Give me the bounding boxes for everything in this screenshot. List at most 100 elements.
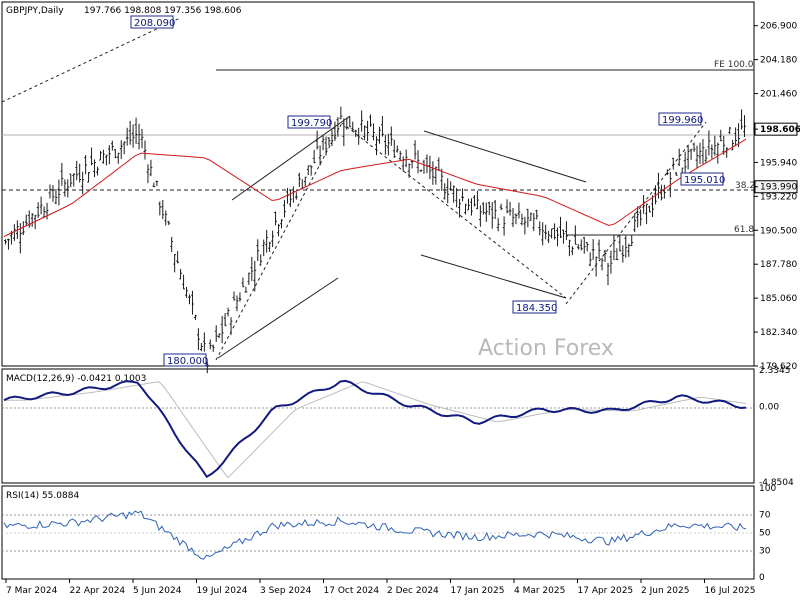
moving-average-line bbox=[3, 138, 747, 237]
rsi-axis-label: 50 bbox=[759, 529, 771, 539]
channel-line-2 bbox=[217, 277, 339, 359]
price-bar bbox=[7, 238, 10, 250]
x-axis-label: 7 Mar 2024 bbox=[6, 586, 58, 596]
price-bar bbox=[214, 325, 218, 342]
price-bar bbox=[740, 109, 743, 130]
price-title: GBPJPY,Daily bbox=[6, 6, 64, 16]
annotation-label-2: 180.000 bbox=[167, 356, 208, 367]
price-bar bbox=[321, 135, 325, 151]
price-bar bbox=[318, 145, 322, 166]
price-bar bbox=[621, 245, 625, 263]
price-bar bbox=[327, 137, 331, 146]
price-bar bbox=[238, 292, 242, 302]
x-axis-label: 5 Jun 2024 bbox=[133, 586, 182, 596]
price-bar bbox=[698, 142, 702, 165]
price-bar bbox=[401, 156, 405, 172]
price-bar bbox=[137, 123, 141, 150]
price-bar bbox=[645, 203, 648, 225]
fib-61-label: 61.8 bbox=[734, 225, 754, 235]
price-bar bbox=[538, 221, 542, 236]
price-bar bbox=[191, 290, 194, 315]
price-bar bbox=[734, 127, 738, 147]
price-bar bbox=[452, 185, 456, 203]
price-axis-label: 193.990 bbox=[760, 183, 797, 193]
price-bar bbox=[609, 250, 613, 274]
channel-line-4 bbox=[420, 254, 567, 299]
price-bar bbox=[683, 151, 687, 174]
price-bars bbox=[4, 106, 746, 374]
x-axis-label: 16 Jul 2025 bbox=[705, 586, 756, 596]
macd-line bbox=[3, 379, 747, 479]
annotation-box-1 bbox=[130, 15, 174, 29]
price-axis-label: 201.460 bbox=[760, 90, 797, 100]
price-bar bbox=[122, 141, 126, 155]
trendline-dashed-3 bbox=[341, 122, 567, 299]
price-bar bbox=[576, 244, 580, 250]
price-bar bbox=[404, 149, 408, 168]
price-bar bbox=[235, 295, 239, 312]
price-bar bbox=[627, 243, 631, 257]
price-bar bbox=[116, 152, 120, 164]
price-bar bbox=[63, 179, 67, 197]
price-bar bbox=[648, 205, 651, 213]
price-bar bbox=[686, 145, 690, 170]
price-bar bbox=[274, 211, 277, 226]
price-bar bbox=[704, 149, 708, 164]
price-bar bbox=[713, 135, 717, 156]
price-bar bbox=[565, 221, 568, 240]
price-ohlc: 197.766 198.808 197.356 198.606 bbox=[84, 6, 242, 16]
price-bar bbox=[508, 201, 512, 216]
annotation-label-5: 199.960 bbox=[662, 115, 703, 126]
price-bar bbox=[197, 328, 200, 351]
price-bar bbox=[229, 317, 233, 336]
price-bar bbox=[392, 139, 396, 158]
price-bar bbox=[250, 256, 254, 281]
price-bar bbox=[553, 223, 556, 240]
annotation-label-4: 184.350 bbox=[516, 303, 557, 314]
price-bar bbox=[743, 115, 746, 138]
price-bar bbox=[372, 123, 375, 141]
macd-panel bbox=[1, 368, 755, 484]
price-bar bbox=[559, 216, 562, 239]
price-bar bbox=[470, 198, 473, 216]
price-bar bbox=[104, 154, 108, 166]
price-bar bbox=[366, 120, 369, 142]
price-panel bbox=[1, 1, 755, 367]
price-bar bbox=[66, 179, 70, 198]
price-bar bbox=[612, 234, 616, 261]
rsi-axis-label: 70 bbox=[759, 511, 771, 521]
annotation-box-3 bbox=[287, 115, 331, 129]
price-bar bbox=[660, 184, 663, 201]
price-bar bbox=[624, 235, 628, 258]
price-bar bbox=[630, 234, 634, 247]
price-bar bbox=[642, 195, 646, 214]
price-bar bbox=[544, 224, 548, 240]
price-bar bbox=[389, 126, 393, 146]
price-bar bbox=[265, 229, 269, 253]
price-bar bbox=[490, 202, 494, 229]
price-bar bbox=[478, 205, 482, 227]
price-bar bbox=[475, 190, 479, 210]
price-bar bbox=[312, 149, 316, 164]
price-bar bbox=[689, 148, 693, 160]
x-axis-label: 17 Jan 2025 bbox=[451, 586, 505, 596]
x-axis-label: 22 Apr 2024 bbox=[70, 586, 126, 596]
price-bar bbox=[247, 272, 251, 285]
macd-axis: 2.3345 0.00 -4.8504 bbox=[759, 366, 794, 488]
price-bar bbox=[499, 203, 503, 211]
price-bar bbox=[57, 179, 61, 206]
price-bar bbox=[102, 149, 105, 164]
x-axis-label: 4 Mar 2025 bbox=[514, 586, 565, 596]
price-bar bbox=[582, 236, 586, 254]
price-bar bbox=[220, 315, 224, 344]
channel-line-3 bbox=[423, 130, 587, 183]
price-bar bbox=[202, 332, 206, 352]
price-axis-label: 185.060 bbox=[760, 294, 797, 304]
price-bar bbox=[107, 145, 111, 165]
price-bar bbox=[651, 195, 654, 217]
price-bar bbox=[487, 201, 491, 215]
price-bar bbox=[449, 181, 453, 191]
price-bar bbox=[722, 135, 726, 155]
rsi-axis-label: 30 bbox=[759, 546, 771, 556]
